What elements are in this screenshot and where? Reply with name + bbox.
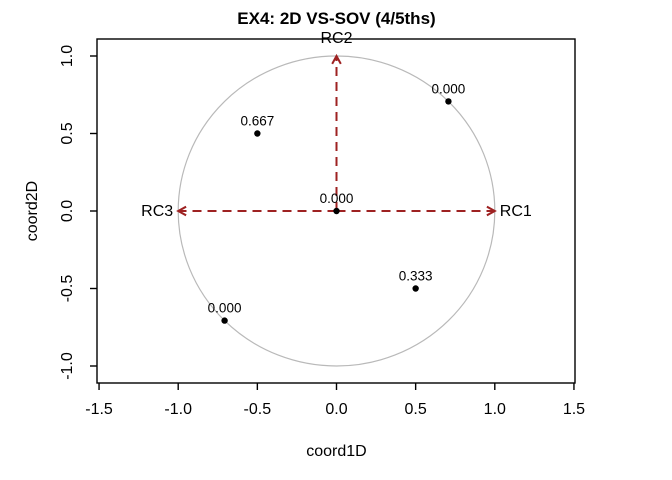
data-point-label-4: 0.000 bbox=[208, 301, 242, 316]
x-tick-label-3: 0.0 bbox=[325, 401, 347, 418]
data-point-2 bbox=[333, 207, 340, 215]
x-axis-title: coord1D bbox=[306, 443, 366, 460]
y-tick-label-4: 1.0 bbox=[59, 45, 76, 67]
x-tick-label-1: -1.0 bbox=[164, 401, 192, 418]
y-tick-label-1: -0.5 bbox=[59, 275, 76, 303]
data-point-4 bbox=[221, 317, 228, 324]
y-axis-title: coord2D bbox=[24, 181, 41, 241]
arrow-rc2-head bbox=[331, 53, 342, 65]
data-point-1 bbox=[254, 130, 261, 137]
data-point-label-1: 0.667 bbox=[240, 114, 274, 129]
x-tick-label-2: -0.5 bbox=[244, 401, 272, 418]
chart-title: EX4: 2D VS-SOV (4/5ths) bbox=[237, 9, 435, 28]
arrow-rc3-head bbox=[176, 205, 187, 217]
arrow-rc1-label: RC1 bbox=[500, 203, 532, 220]
y-tick-label-2: 0.0 bbox=[59, 200, 76, 222]
x-tick-label-5: 1.0 bbox=[484, 401, 506, 418]
arrow-rc1-head bbox=[486, 205, 497, 217]
data-point-label-2: 0.000 bbox=[320, 191, 354, 206]
data-point-label-0: 0.000 bbox=[432, 81, 466, 96]
x-tick-label-6: 1.5 bbox=[563, 401, 585, 418]
x-tick-label-4: 0.5 bbox=[405, 401, 427, 418]
y-tick-label-0: -1.0 bbox=[59, 352, 76, 380]
data-point-3 bbox=[412, 285, 419, 292]
x-tick-label-0: -1.5 bbox=[85, 401, 113, 418]
data-point-label-3: 0.333 bbox=[399, 269, 433, 284]
arrow-rc3-label: RC3 bbox=[141, 203, 173, 220]
data-point-0 bbox=[445, 98, 452, 105]
y-tick-label-3: 0.5 bbox=[59, 122, 76, 144]
